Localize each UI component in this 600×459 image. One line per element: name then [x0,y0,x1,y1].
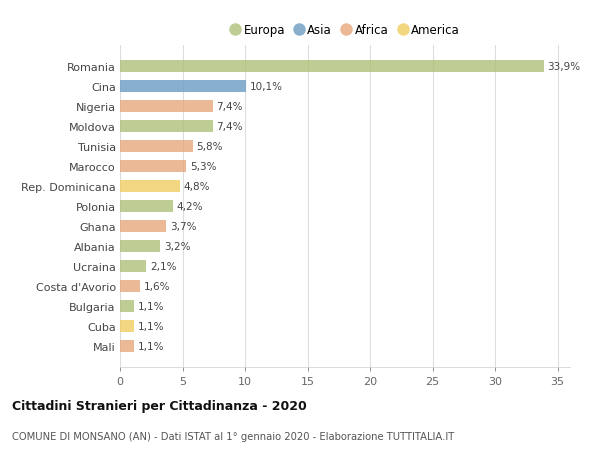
Bar [120,180,180,192]
Text: 4,8%: 4,8% [184,182,210,191]
Text: 5,3%: 5,3% [190,162,217,172]
Bar [120,280,140,292]
Bar [120,261,146,273]
Bar [120,61,544,73]
Text: 7,4%: 7,4% [216,122,243,132]
Text: 10,1%: 10,1% [250,82,283,91]
Bar [120,320,134,333]
Bar [120,101,212,112]
Text: 7,4%: 7,4% [216,101,243,112]
Bar [120,161,186,173]
Bar [120,241,160,252]
Bar [120,301,134,313]
Text: 3,7%: 3,7% [170,222,197,231]
Text: 5,8%: 5,8% [196,141,223,151]
Bar [120,121,212,133]
Text: 33,9%: 33,9% [548,62,581,72]
Bar [120,201,173,213]
Legend: Europa, Asia, Africa, America: Europa, Asia, Africa, America [226,20,464,42]
Text: 1,1%: 1,1% [137,341,164,352]
Text: 1,1%: 1,1% [137,302,164,312]
Bar [120,140,193,152]
Text: 3,2%: 3,2% [164,241,190,252]
Bar [120,80,246,93]
Text: 2,1%: 2,1% [150,262,176,272]
Bar [120,221,166,233]
Text: Cittadini Stranieri per Cittadinanza - 2020: Cittadini Stranieri per Cittadinanza - 2… [12,399,307,412]
Text: 1,6%: 1,6% [144,281,170,291]
Bar [120,341,134,353]
Text: 1,1%: 1,1% [137,322,164,331]
Text: COMUNE DI MONSANO (AN) - Dati ISTAT al 1° gennaio 2020 - Elaborazione TUTTITALIA: COMUNE DI MONSANO (AN) - Dati ISTAT al 1… [12,431,454,442]
Text: 4,2%: 4,2% [176,202,203,212]
